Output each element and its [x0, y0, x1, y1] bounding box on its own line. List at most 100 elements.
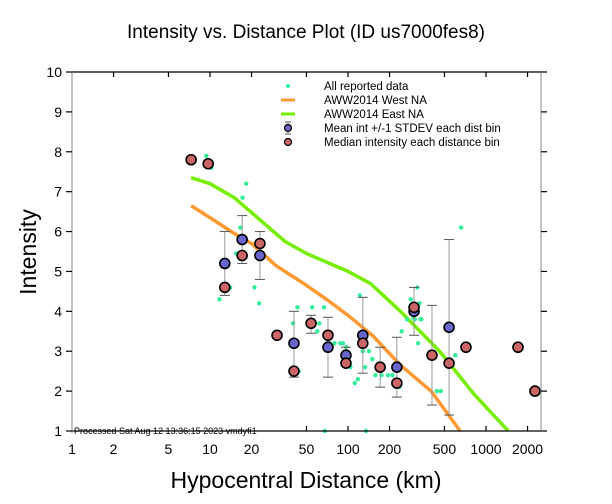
median-intensity-marker: [271, 329, 283, 342]
y-axis-label: Intensity: [15, 209, 41, 295]
reported-data-point: [315, 329, 320, 334]
median-intensity-marker: [185, 153, 197, 166]
reported-data-point: [385, 372, 391, 378]
median-intensity-marker: [340, 357, 352, 369]
y-tick-label: 4: [54, 303, 62, 319]
x-tick-label: 100: [336, 441, 360, 457]
mean-intensity-marker: [443, 321, 455, 334]
reported-data-point: [244, 181, 249, 186]
x-tick-label: 10: [202, 441, 218, 457]
median-intensity-marker: [529, 385, 541, 397]
x-tick-label: 20: [244, 441, 260, 457]
reported-data-point: [370, 357, 375, 362]
reported-data-point: [295, 305, 300, 310]
reported-data-point: [357, 293, 363, 298]
mean-intensity-marker: [236, 233, 248, 246]
mean-intensity-marker: [218, 257, 231, 270]
median-intensity-marker: [460, 341, 472, 354]
reported-data-point: [399, 329, 404, 334]
median-intensity-marker: [305, 317, 317, 330]
median-intensity-marker: [391, 377, 403, 389]
median-intensity-marker: [426, 349, 438, 362]
processed-footer: Processed Sat Aug 12 13:36:15 2023 vmdyf…: [74, 426, 257, 436]
y-tick-label: 2: [54, 383, 62, 399]
median-intensity-marker: [218, 281, 231, 294]
x-axis-label: Hypocentral Distance (km): [171, 467, 442, 493]
west-na-curve: [190, 204, 462, 433]
y-tick-label: 9: [54, 104, 62, 120]
mean-intensity-marker: [288, 337, 300, 350]
reported-data-point: [434, 388, 439, 394]
x-tick-label: 500: [433, 441, 457, 457]
legend-dot-icon: [286, 84, 290, 88]
y-tick-label: 10: [46, 64, 62, 80]
y-tick-label: 7: [54, 184, 62, 200]
legend-mean-marker-icon: [283, 123, 293, 133]
x-tick-label: 200: [378, 441, 402, 457]
x-tick-label: 1: [68, 441, 76, 457]
reported-data-point: [362, 364, 368, 370]
reported-data-point: [340, 341, 346, 346]
reported-data-point: [404, 317, 410, 322]
median-intensity-marker: [443, 357, 455, 369]
y-tick-label: 5: [54, 263, 62, 279]
median-intensity-marker: [202, 157, 214, 170]
x-tick-label: 50: [299, 441, 315, 457]
reported-data-point: [366, 349, 372, 354]
legend: All reported data AWW2014 West NA AWW2014 …: [281, 81, 501, 149]
x-tick-label: 2000: [512, 441, 543, 457]
mean-intensity-marker: [391, 361, 403, 373]
chart-title: Intensity vs. Distance Plot (ID us7000fe…: [127, 22, 485, 43]
legend-label: Mean int +/-1 STDEV each dist bin: [324, 123, 501, 135]
reported-data-point: [390, 372, 395, 378]
reported-data-point: [309, 305, 315, 310]
reported-data-point: [217, 297, 222, 302]
legend-label: AWW2014 East NA: [324, 109, 424, 121]
median-intensity-marker: [254, 237, 266, 250]
x-tick-label: 2: [110, 441, 118, 457]
reported-data-point: [240, 195, 245, 200]
reported-data-point: [352, 380, 357, 386]
median-intensity-marker: [356, 337, 369, 350]
x-tick-label: 1000: [470, 441, 501, 457]
y-tick-label: 8: [54, 144, 62, 160]
reported-data-point: [415, 341, 421, 346]
median-intensity-marker: [322, 329, 334, 342]
reported-data-point: [252, 285, 257, 290]
y-tick-label: 3: [54, 343, 62, 359]
reported-data-point: [290, 321, 296, 326]
reported-data-point: [438, 388, 443, 394]
legend-label: Median intensity each distance bin: [324, 137, 500, 149]
bin-markers: [185, 153, 541, 397]
x-ticks: 1 2 5 10 20 50 100 200 500 1000 2000: [68, 72, 543, 457]
reported-data-point: [317, 321, 322, 326]
reported-data-point: [419, 317, 424, 322]
mean-intensity-marker: [322, 341, 334, 354]
reported-data-point: [321, 305, 327, 310]
model-curves: [190, 176, 510, 433]
reported-data-point: [332, 341, 337, 346]
reported-data-point: [453, 353, 458, 358]
legend-median-marker-icon: [283, 137, 293, 147]
reported-data-point: [256, 301, 262, 306]
median-intensity-marker: [288, 365, 300, 377]
reported-data-point: [412, 317, 418, 322]
reported-data-point: [373, 372, 378, 378]
reported-data-point: [408, 297, 413, 302]
x-tick-label: 5: [165, 441, 173, 457]
median-intensity-marker: [374, 361, 386, 373]
y-tick-label: 6: [54, 224, 62, 240]
median-intensity-marker: [512, 341, 524, 354]
reported-data-point: [458, 225, 464, 230]
y-tick-label: 1: [54, 423, 62, 439]
east-na-curve: [190, 176, 510, 433]
reported-data-point: [204, 153, 209, 158]
reported-data-point: [355, 376, 361, 382]
median-intensity-marker: [408, 301, 420, 314]
y-ticks: 1 2 3 4 5 6 7 8 9 10: [46, 64, 547, 439]
median-intensity-marker: [236, 249, 248, 262]
reported-data-point: [238, 225, 243, 230]
mean-intensity-marker: [254, 249, 266, 262]
legend-label: AWW2014 West NA: [324, 95, 427, 107]
